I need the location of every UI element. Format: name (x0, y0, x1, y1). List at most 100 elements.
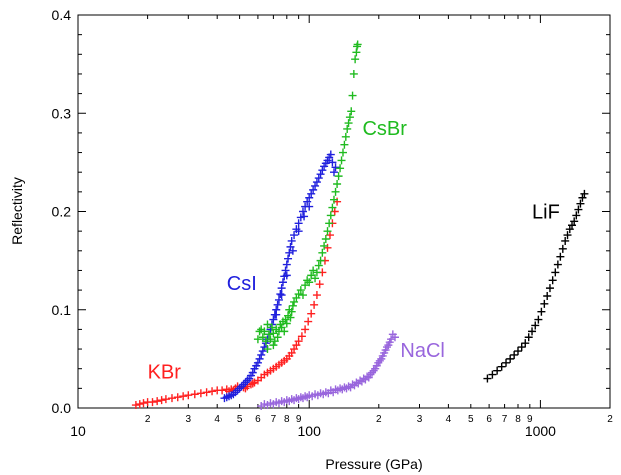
data-point (239, 380, 248, 389)
x-axis-label: Pressure (GPa) (325, 456, 422, 472)
data-point (311, 181, 320, 190)
data-point (248, 379, 257, 388)
data-point (237, 382, 246, 391)
data-point (301, 325, 310, 334)
data-point (272, 310, 281, 319)
data-point (235, 384, 244, 393)
data-point (266, 335, 275, 344)
data-point (341, 132, 350, 141)
x-minor-tick-label: 2 (376, 414, 382, 425)
data-point (218, 386, 227, 395)
data-point (285, 248, 294, 257)
series-label-csbr: CsBr (362, 118, 407, 140)
data-point (316, 256, 325, 265)
data-point (280, 327, 289, 336)
data-point (278, 278, 287, 287)
series-label-lif: LiF (532, 201, 560, 223)
y-tick-label: 0.0 (52, 400, 72, 416)
data-point (561, 236, 570, 245)
data-point (255, 327, 264, 336)
data-point (248, 368, 257, 377)
data-point (497, 362, 506, 371)
data-point (294, 227, 303, 236)
data-point (276, 290, 285, 299)
data-point (303, 393, 312, 402)
data-point (576, 199, 585, 208)
y-axis-label: Reflectivity (9, 177, 25, 245)
x-minor-tick-label: 5 (468, 414, 474, 425)
data-point (329, 195, 338, 204)
data-point (261, 337, 270, 346)
data-point (349, 69, 358, 78)
data-point (135, 400, 144, 409)
data-point (329, 168, 338, 177)
x-minor-tick-label: 4 (446, 414, 452, 425)
plot-border (77, 14, 611, 409)
data-point (309, 185, 318, 194)
data-point (563, 231, 572, 240)
data-point (263, 320, 272, 329)
data-point (314, 174, 323, 183)
data-point (545, 284, 554, 293)
data-point (345, 113, 354, 122)
data-point (294, 219, 303, 228)
x-minor-tick-label: 2 (145, 414, 151, 425)
data-point (273, 333, 282, 342)
data-point (264, 330, 273, 339)
x-tick-label: 100 (298, 423, 322, 439)
data-point (273, 300, 282, 309)
data-point (338, 148, 347, 157)
y-tick-label: 0.2 (52, 204, 72, 220)
data-point (543, 291, 552, 300)
data-point (290, 231, 299, 240)
data-point (336, 164, 345, 173)
data-point (305, 278, 314, 287)
data-point (553, 260, 562, 269)
data-point (556, 252, 565, 261)
x-minor-tick-label: 9 (296, 414, 302, 425)
data-point (274, 295, 283, 304)
x-minor-tick-label: 7 (502, 414, 508, 425)
data-point (157, 396, 166, 405)
data-point (387, 335, 396, 344)
data-point (342, 384, 351, 393)
data-point (351, 55, 360, 64)
y-axis-ticks: 0.0 0.1 0.2 0.3 0.4 (52, 7, 610, 416)
data-point (294, 337, 303, 346)
data-point (153, 397, 162, 406)
data-point (298, 291, 307, 300)
data-point (297, 332, 306, 341)
series-lif (483, 189, 589, 383)
data-point (307, 189, 316, 198)
data-point (296, 286, 305, 295)
y-tick-label: 0.1 (52, 302, 72, 318)
data-point (208, 387, 217, 396)
data-point (574, 205, 583, 214)
data-point (287, 307, 296, 316)
data-point (348, 380, 357, 389)
data-point (173, 393, 182, 402)
data-point (307, 309, 316, 318)
data-point (286, 313, 295, 322)
y-tick-label: 0.3 (52, 105, 72, 121)
x-minor-tick-label: 6 (255, 414, 261, 425)
data-point (298, 207, 307, 216)
data-point (282, 319, 291, 328)
series-label-csi: CsI (227, 273, 257, 295)
x-minor-tick-label: 8 (515, 414, 521, 425)
data-point (375, 356, 384, 365)
data-point (277, 291, 286, 300)
series-label-kbr: KBr (148, 362, 182, 384)
series-csi (220, 150, 340, 403)
data-point (131, 401, 140, 410)
data-point (521, 339, 530, 348)
data-point (347, 107, 356, 116)
data-point (323, 227, 332, 236)
data-point (537, 307, 546, 316)
data-point (139, 399, 148, 408)
data-point (190, 390, 199, 399)
series-labels: KBr CsI CsBr NaCl LiF (148, 118, 560, 384)
data-point (304, 317, 313, 326)
data-point (488, 370, 497, 379)
